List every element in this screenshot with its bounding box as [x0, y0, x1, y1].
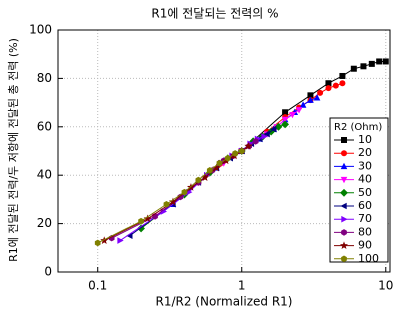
x-tick-label: 0.1 [88, 279, 107, 293]
legend-marker [340, 176, 348, 184]
legend-marker [341, 215, 348, 223]
data-point [295, 107, 303, 114]
data-point [270, 125, 277, 133]
data-point [137, 224, 145, 233]
data-point [206, 167, 213, 174]
data-point [216, 159, 223, 167]
data-point [376, 58, 383, 65]
data-point [339, 72, 346, 79]
data-point [317, 89, 324, 96]
y-tick-label: 40 [37, 168, 52, 182]
data-point [163, 200, 170, 208]
x-tick-label: 1 [238, 279, 246, 293]
data-point [339, 80, 346, 87]
data-point [282, 109, 289, 116]
data-point [263, 130, 270, 138]
data-point [281, 120, 289, 129]
data-point [325, 85, 332, 92]
data-point [212, 163, 221, 172]
data-point [143, 214, 152, 223]
legend-label: 70 [358, 212, 372, 225]
data-point [281, 116, 289, 124]
legend-title: R2 (Ohm) [334, 122, 382, 133]
legend-marker [341, 137, 347, 143]
data-point [244, 141, 253, 150]
series-line [241, 60, 386, 152]
x-axis-label: R1/R2 (Normalized R1) [155, 295, 292, 309]
legend-label: 90 [358, 239, 372, 252]
data-point [138, 217, 144, 225]
legend-label: 20 [358, 146, 372, 159]
data-point [195, 176, 202, 184]
data-point [117, 237, 124, 244]
data-point [126, 232, 133, 239]
data-point [368, 60, 375, 67]
legend-label: 100 [358, 252, 379, 265]
data-point [232, 150, 239, 157]
legend-marker [340, 188, 348, 197]
data-point [201, 173, 210, 182]
legend-label: 60 [358, 199, 372, 212]
legend-marker [340, 241, 348, 249]
data-point [332, 82, 339, 89]
data-point [168, 197, 177, 206]
data-point [160, 208, 168, 215]
series-line [97, 150, 242, 244]
data-point [325, 80, 332, 87]
data-point [238, 147, 245, 155]
legend-marker [341, 255, 347, 263]
data-point [274, 122, 283, 131]
legend-marker [340, 202, 347, 210]
legend-label: 10 [358, 133, 372, 146]
y-tick-label: 80 [37, 71, 52, 85]
legend-marker [341, 150, 347, 157]
legend-label: 30 [358, 159, 372, 172]
data-point [360, 63, 367, 70]
data-point [289, 112, 296, 119]
y-axis-label: R1에 전달된 전력/두 저항에 전달된 총 전력 (%) [7, 38, 20, 262]
data-point [181, 188, 188, 196]
y-tick-label: 0 [44, 265, 52, 279]
legend-marker [341, 229, 347, 236]
legend-label: 50 [358, 186, 372, 199]
data-point [350, 65, 357, 72]
y-tick-label: 60 [37, 119, 52, 133]
data-point [224, 154, 231, 162]
x-tick-label: 10 [378, 279, 393, 293]
legend-label: 80 [358, 225, 372, 238]
data-point [94, 239, 101, 247]
data-point [252, 138, 259, 145]
legend-label: 40 [358, 173, 372, 186]
y-tick-label: 20 [37, 216, 52, 230]
data-point [299, 101, 307, 108]
y-tick-label: 100 [29, 23, 52, 37]
plot-frame [57, 29, 391, 273]
data-point [261, 133, 268, 140]
data-point [313, 94, 321, 101]
chart-title: R1에 전달되는 전력의 % [151, 7, 278, 21]
legend-box [329, 117, 389, 263]
legend-marker [340, 162, 348, 170]
data-point [307, 96, 314, 103]
data-point [307, 92, 314, 99]
data-point [382, 58, 389, 65]
